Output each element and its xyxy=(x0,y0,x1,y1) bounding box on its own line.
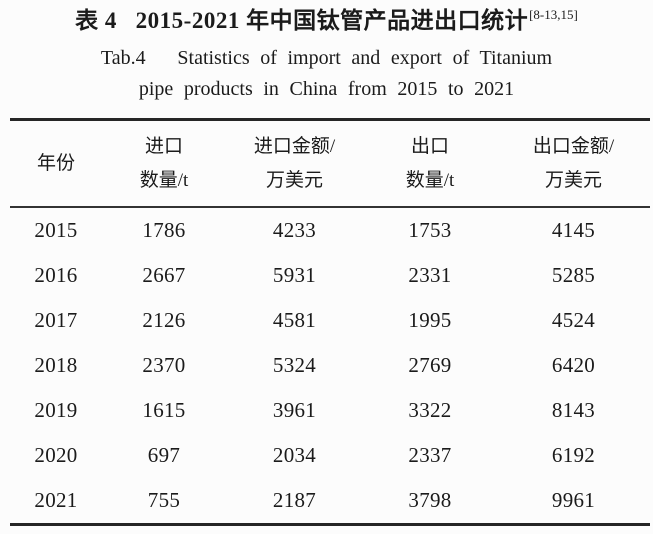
table-cell: 697 xyxy=(147,442,181,467)
table-cell-year: 2018 xyxy=(34,352,78,377)
column-header-label: 进口金额/ xyxy=(253,135,336,157)
table-cell-year: 2020 xyxy=(34,442,78,467)
table-cell: 5285 xyxy=(551,262,596,287)
table-cell: 1753 xyxy=(408,217,452,242)
table-cell: 2667 xyxy=(142,262,186,287)
table-cell: 4233 xyxy=(272,217,317,242)
table-cell: 6420 xyxy=(551,352,596,377)
table-cell: 8143 xyxy=(551,397,596,422)
column-header-import-quantity: 进口 数量/t xyxy=(102,121,226,206)
table-cell: 1615 xyxy=(142,397,186,422)
table-cell: 4581 xyxy=(272,307,317,332)
table-top-rule xyxy=(10,118,650,121)
column-header-label: 进口 xyxy=(144,135,183,157)
column-header-import-amount: 进口金额/ 万美元 xyxy=(226,121,363,206)
table-cell: 1995 xyxy=(408,307,452,332)
column-header-label: 万美元 xyxy=(544,170,602,192)
table-cell-year: 2021 xyxy=(34,487,78,512)
column-header-label: 数量/t xyxy=(139,170,189,192)
table-cell: 9961 xyxy=(551,487,596,512)
table-cell-year: 2019 xyxy=(34,397,78,422)
table-cell: 2126 xyxy=(142,307,186,332)
table-title-en-line2: pipe products in China from 2015 to 2021 xyxy=(138,78,515,100)
citation-superscript: [8-13,15] xyxy=(529,7,578,22)
table-title-zh: 表 4 2015-2021 年中国钛管产品进出口统计[8-13,15] xyxy=(0,5,653,40)
table-cell: 2769 xyxy=(408,352,452,377)
table-cell: 755 xyxy=(147,487,181,512)
column-header-label: 出口 xyxy=(410,135,449,157)
column-header-year: 年份 xyxy=(10,121,102,206)
column-header-export-amount: 出口金额/ 万美元 xyxy=(497,121,650,206)
table-cell: 2187 xyxy=(272,487,317,512)
table-cell: 6192 xyxy=(551,442,596,467)
table-cell-year: 2015 xyxy=(34,217,78,242)
table-cell: 4145 xyxy=(551,217,596,242)
column-header-label: 年份 xyxy=(36,153,75,174)
table-cell: 2331 xyxy=(408,262,452,287)
table-title-en-line1: Tab.4 Statistics of import and export of… xyxy=(100,47,553,69)
table-cell: 1786 xyxy=(142,217,186,242)
table-header-row: 年份 进口 数量/t 进口金额/ 万美元 出口 数量/t 出口金额/ 万美元 xyxy=(10,121,650,206)
table-cell: 5324 xyxy=(272,352,317,377)
table-cell: 3961 xyxy=(272,397,317,422)
column-header-export-quantity: 出口 数量/t xyxy=(363,121,497,206)
table-cell: 2034 xyxy=(272,442,317,467)
table-cell-year: 2016 xyxy=(34,262,78,287)
column-header-label: 万美元 xyxy=(265,170,323,192)
table-title-zh-text: 表 4 2015-2021 年中国钛管产品进出口统计 xyxy=(75,8,529,33)
table-cell: 2337 xyxy=(408,442,452,467)
table-cell: 4524 xyxy=(551,307,596,332)
table-cell: 3798 xyxy=(408,487,452,512)
title-block: 表 4 2015-2021 年中国钛管产品进出口统计[8-13,15] Tab.… xyxy=(0,0,653,105)
table-cell-year: 2017 xyxy=(34,307,78,332)
column-header-label: 出口金额/ xyxy=(532,135,615,157)
table-bottom-rule xyxy=(10,522,650,526)
table-mid-rule xyxy=(10,206,650,208)
table-cell: 2370 xyxy=(142,352,186,377)
table-cell: 3322 xyxy=(408,397,452,422)
statistics-table: 年份 进口 数量/t 进口金额/ 万美元 出口 数量/t 出口金额/ 万美元 2… xyxy=(10,118,650,526)
table-cell: 5931 xyxy=(272,262,317,287)
column-header-label: 数量/t xyxy=(405,170,455,192)
table-body: 2015 1786 4233 1753 4145 2016 2667 5931 … xyxy=(10,208,650,523)
